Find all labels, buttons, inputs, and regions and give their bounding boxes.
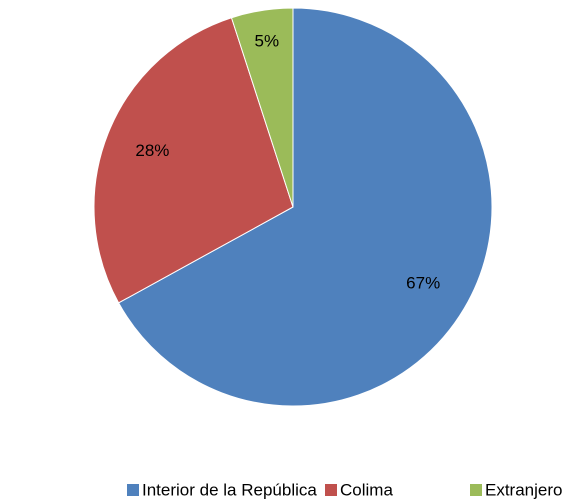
pie-slice — [117, 7, 493, 407]
legend-label: Interior de la República — [142, 480, 317, 499]
pie-slice — [93, 17, 294, 304]
legend-swatch — [325, 484, 337, 496]
legend-label: Colima — [340, 480, 393, 499]
legend-label: Extranjero — [485, 480, 562, 499]
pie-slice — [230, 7, 294, 208]
legend-swatch — [127, 484, 139, 496]
legend-swatch — [470, 484, 482, 496]
data-label: 28% — [135, 141, 169, 160]
data-label: 5% — [255, 31, 280, 50]
data-label: 67% — [406, 273, 440, 292]
